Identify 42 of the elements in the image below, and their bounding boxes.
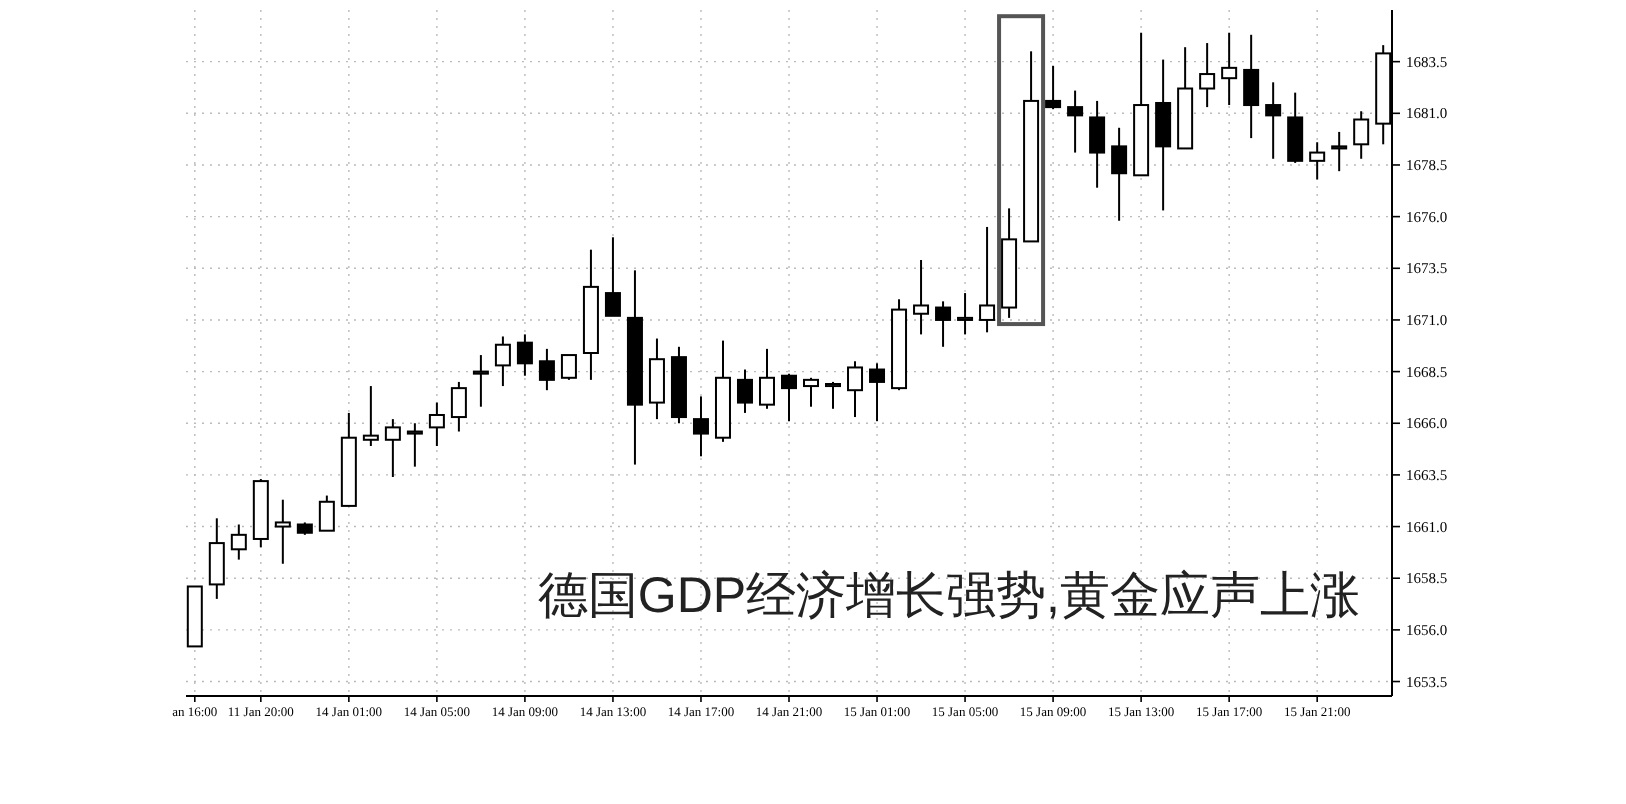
candlestick bbox=[1111, 126, 1128, 222]
candlestick bbox=[1353, 110, 1370, 160]
candlestick bbox=[825, 380, 842, 410]
candlestick bbox=[406, 422, 423, 468]
candlestick bbox=[362, 385, 379, 447]
candlestick bbox=[648, 337, 665, 421]
candlestick bbox=[604, 236, 621, 317]
candlestick bbox=[516, 333, 533, 377]
candlestick bbox=[1067, 89, 1084, 154]
candlestick bbox=[957, 292, 974, 336]
candlestick bbox=[1287, 91, 1304, 164]
candlestick bbox=[494, 335, 511, 388]
annotation: 德国GDP经济增长强势,黄金应声上涨 bbox=[537, 568, 1360, 624]
candlestick bbox=[736, 368, 753, 414]
candlestick bbox=[935, 300, 952, 348]
candlestick bbox=[318, 494, 335, 532]
candlestick bbox=[781, 372, 797, 423]
candlestick bbox=[1199, 42, 1216, 109]
candlestick bbox=[274, 498, 291, 565]
candlestick bbox=[1331, 130, 1348, 173]
candlestick bbox=[758, 347, 775, 410]
candlestick bbox=[1155, 58, 1172, 212]
candlestick bbox=[1265, 81, 1282, 160]
candlestick bbox=[230, 523, 247, 561]
candlestick bbox=[450, 380, 467, 433]
candlestick bbox=[1045, 64, 1062, 111]
candlestick bbox=[803, 376, 820, 408]
candlestick bbox=[1089, 99, 1106, 189]
candlestick bbox=[384, 418, 401, 478]
candlestick bbox=[1243, 33, 1260, 140]
candlestick bbox=[208, 517, 225, 600]
candlestick bbox=[869, 362, 886, 423]
candlestick bbox=[538, 347, 555, 392]
candlestick bbox=[1221, 31, 1238, 107]
candlestick bbox=[428, 401, 445, 447]
candlestick bbox=[692, 395, 709, 458]
candlestick bbox=[913, 259, 930, 336]
candlestick bbox=[1309, 141, 1326, 181]
candlestick bbox=[979, 225, 996, 334]
candlestick bbox=[560, 354, 577, 381]
candlestick bbox=[847, 360, 864, 419]
candlestick bbox=[472, 354, 489, 408]
